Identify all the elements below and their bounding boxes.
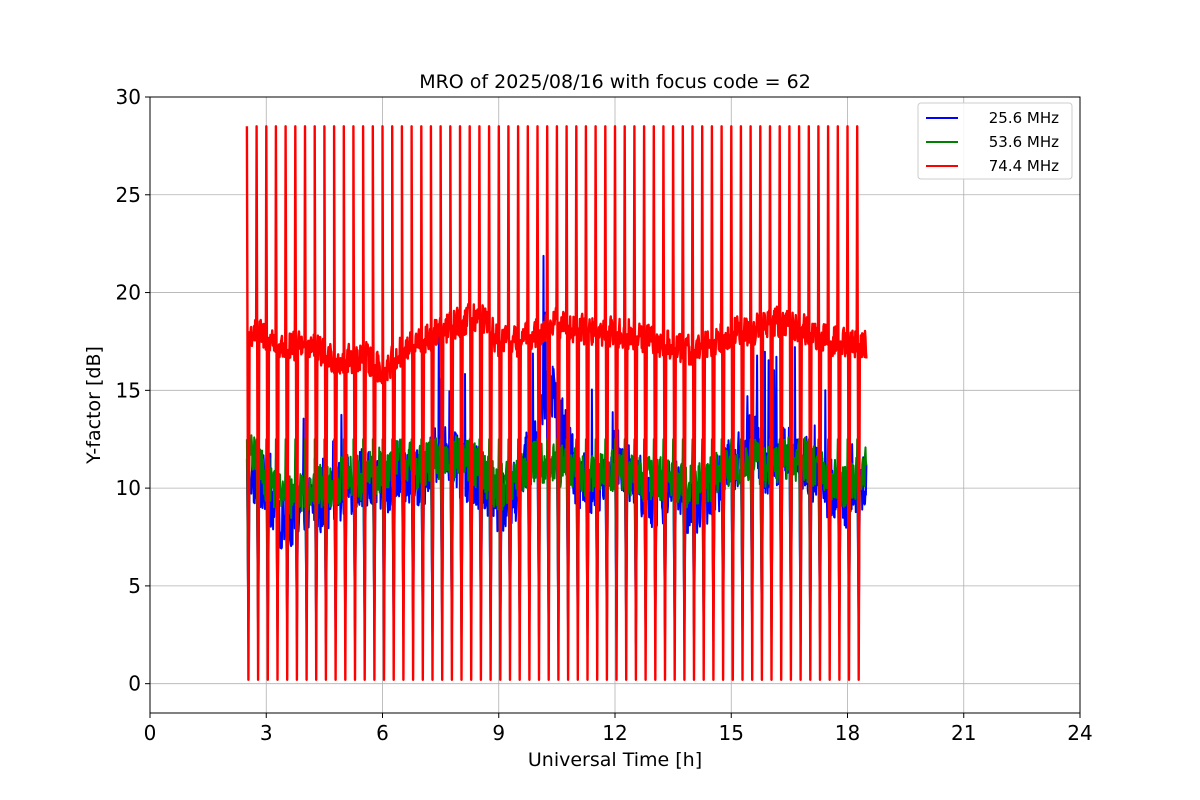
x-tick-label: 18: [835, 721, 860, 745]
y-tick-label: 10: [116, 476, 141, 500]
y-axis-label: Y-factor [dB]: [83, 346, 105, 465]
y-tick-label: 30: [116, 85, 141, 109]
ticks: 0 3 6 9 12 15 18 21 24 0 5 10 15 20 25 30: [116, 85, 1093, 745]
x-tick-label: 21: [951, 721, 976, 745]
chart-title: MRO of 2025/08/16 with focus code = 62: [419, 71, 811, 93]
series-layer: [245, 125, 868, 681]
legend-label: 25.6 MHz: [989, 109, 1059, 127]
x-tick-label: 24: [1067, 721, 1092, 745]
x-tick-label: 12: [602, 721, 627, 745]
y-tick-label: 15: [116, 378, 141, 402]
legend-label: 74.4 MHz: [989, 157, 1059, 175]
series-line-74-4-mhz: [245, 125, 868, 681]
y-tick-label: 0: [128, 672, 141, 696]
x-tick-label: 15: [719, 721, 744, 745]
y-tick-label: 25: [116, 183, 141, 207]
x-axis-label: Universal Time [h]: [528, 749, 702, 771]
x-tick-label: 0: [144, 721, 157, 745]
y-tick-label: 20: [116, 281, 141, 305]
y-tick-label: 5: [128, 574, 141, 598]
legend: 25.6 MHz 53.6 MHz 74.4 MHz: [917, 102, 1073, 180]
x-tick-label: 3: [260, 721, 273, 745]
legend-box: [917, 102, 1073, 180]
legend-label: 53.6 MHz: [989, 133, 1059, 151]
x-tick-label: 6: [376, 721, 389, 745]
x-tick-label: 9: [492, 721, 505, 745]
